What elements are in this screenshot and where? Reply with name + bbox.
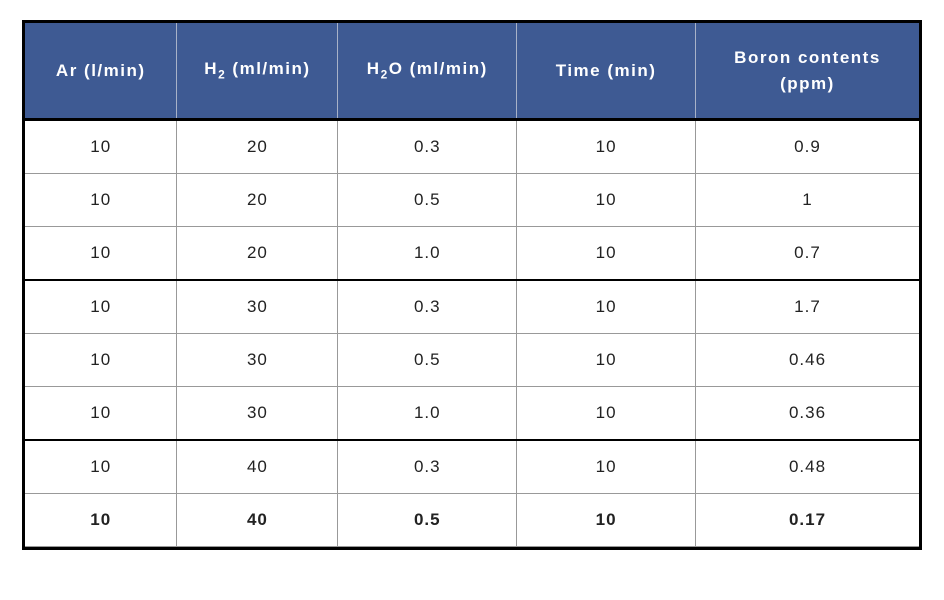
cell-r4-c1: 30	[177, 334, 338, 387]
cell-r7-c4: 0.17	[695, 494, 919, 547]
cell-r4-c4: 0.46	[695, 334, 919, 387]
cell-r2-c2: 1.0	[338, 227, 517, 281]
cell-r6-c2: 0.3	[338, 440, 517, 494]
table-header: Ar (l/min)H2 (ml/min)H2O (ml/min)Time (m…	[25, 23, 919, 120]
cell-r2-c3: 10	[517, 227, 696, 281]
cell-r2-c0: 10	[25, 227, 177, 281]
table-body: 10200.3100.910200.510110201.0100.710300.…	[25, 120, 919, 547]
data-table: Ar (l/min)H2 (ml/min)H2O (ml/min)Time (m…	[25, 23, 919, 547]
cell-r5-c0: 10	[25, 387, 177, 441]
cell-r0-c1: 20	[177, 120, 338, 174]
cell-r7-c2: 0.5	[338, 494, 517, 547]
cell-r1-c3: 10	[517, 174, 696, 227]
cell-r1-c4: 1	[695, 174, 919, 227]
col-header-2: H2O (ml/min)	[338, 23, 517, 120]
cell-r6-c3: 10	[517, 440, 696, 494]
cell-r1-c0: 10	[25, 174, 177, 227]
cell-r6-c0: 10	[25, 440, 177, 494]
cell-r4-c0: 10	[25, 334, 177, 387]
cell-r3-c1: 30	[177, 280, 338, 334]
cell-r0-c4: 0.9	[695, 120, 919, 174]
cell-r2-c1: 20	[177, 227, 338, 281]
cell-r5-c2: 1.0	[338, 387, 517, 441]
table-row: 10201.0100.7	[25, 227, 919, 281]
cell-r0-c0: 10	[25, 120, 177, 174]
cell-r3-c4: 1.7	[695, 280, 919, 334]
cell-r5-c4: 0.36	[695, 387, 919, 441]
col-header-4: Boron contents(ppm)	[695, 23, 919, 120]
table-row: 10200.3100.9	[25, 120, 919, 174]
cell-r3-c3: 10	[517, 280, 696, 334]
cell-r6-c1: 40	[177, 440, 338, 494]
cell-r7-c0: 10	[25, 494, 177, 547]
cell-r3-c0: 10	[25, 280, 177, 334]
col-header-3: Time (min)	[517, 23, 696, 120]
table-row: 10200.5101	[25, 174, 919, 227]
cell-r7-c1: 40	[177, 494, 338, 547]
cell-r1-c2: 0.5	[338, 174, 517, 227]
table-row: 10300.3101.7	[25, 280, 919, 334]
cell-r7-c3: 10	[517, 494, 696, 547]
cell-r0-c2: 0.3	[338, 120, 517, 174]
cell-r4-c2: 0.5	[338, 334, 517, 387]
col-header-1: H2 (ml/min)	[177, 23, 338, 120]
cell-r5-c1: 30	[177, 387, 338, 441]
cell-r4-c3: 10	[517, 334, 696, 387]
cell-r2-c4: 0.7	[695, 227, 919, 281]
cell-r1-c1: 20	[177, 174, 338, 227]
table-row: 10301.0100.36	[25, 387, 919, 441]
cell-r3-c2: 0.3	[338, 280, 517, 334]
cell-r5-c3: 10	[517, 387, 696, 441]
table-row: 10300.5100.46	[25, 334, 919, 387]
data-table-container: Ar (l/min)H2 (ml/min)H2O (ml/min)Time (m…	[22, 20, 922, 550]
col-header-0: Ar (l/min)	[25, 23, 177, 120]
table-row: 10400.5100.17	[25, 494, 919, 547]
cell-r6-c4: 0.48	[695, 440, 919, 494]
cell-r0-c3: 10	[517, 120, 696, 174]
table-row: 10400.3100.48	[25, 440, 919, 494]
